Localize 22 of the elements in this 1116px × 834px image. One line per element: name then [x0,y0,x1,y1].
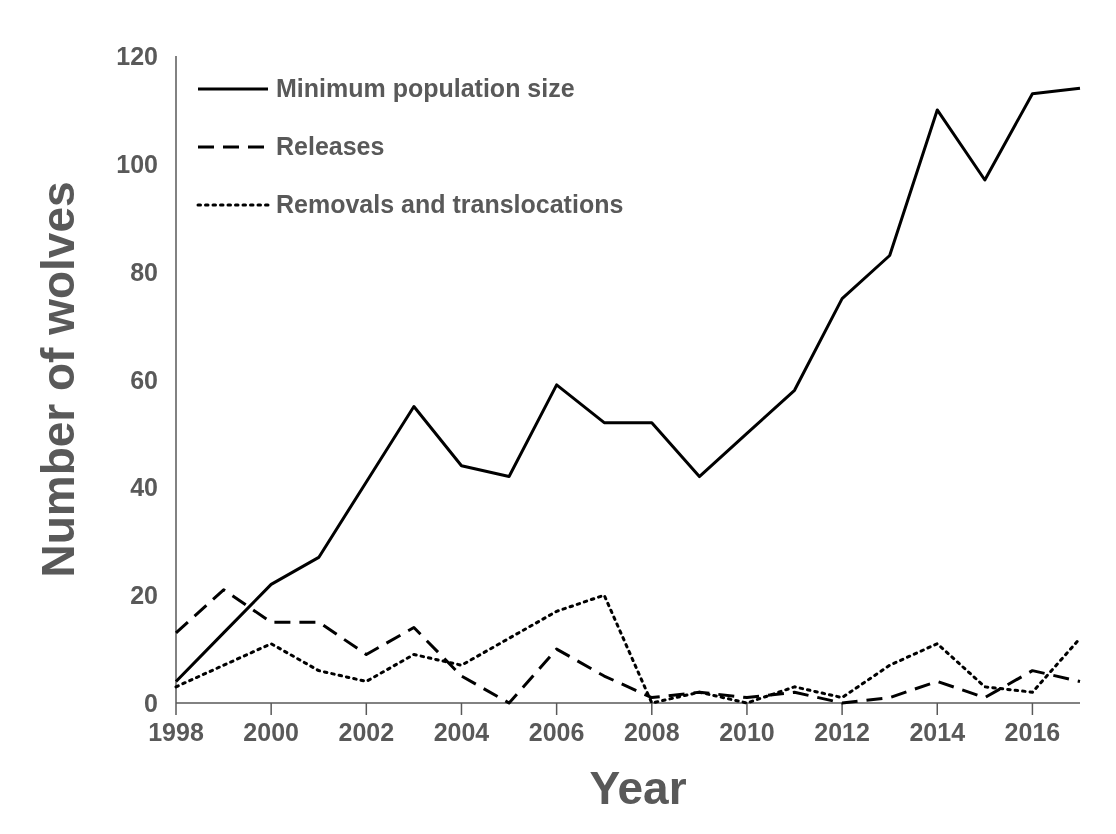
legend-label: Minimum population size [276,74,575,102]
y-tick-label: 20 [130,581,158,610]
x-tick-label: 2004 [433,718,490,746]
x-tick-label: 2014 [909,718,966,746]
x-tick-label: 2006 [528,718,585,746]
x-axis-title: Year [589,762,687,814]
x-tick-label: 2000 [243,718,299,746]
x-tick-label: 2002 [338,718,395,746]
y-tick-label: 40 [130,473,158,502]
x-tick-label: 2016 [1004,718,1061,746]
y-tick-label: 100 [116,149,158,178]
x-tick-label: 2012 [814,718,870,746]
y-axis-title: Number of wolves [32,181,84,578]
legend-label: Removals and translocations [276,190,624,218]
y-tick-label: 60 [130,365,158,394]
y-tick-label: 0 [144,689,158,717]
y-tick-label: 80 [130,257,158,286]
x-tick-label: 2008 [623,718,680,746]
legend-label: Releases [276,132,385,160]
x-tick-label: 2010 [719,718,775,746]
y-tick-label: 120 [116,42,158,70]
x-tick-label: 1998 [148,718,204,746]
